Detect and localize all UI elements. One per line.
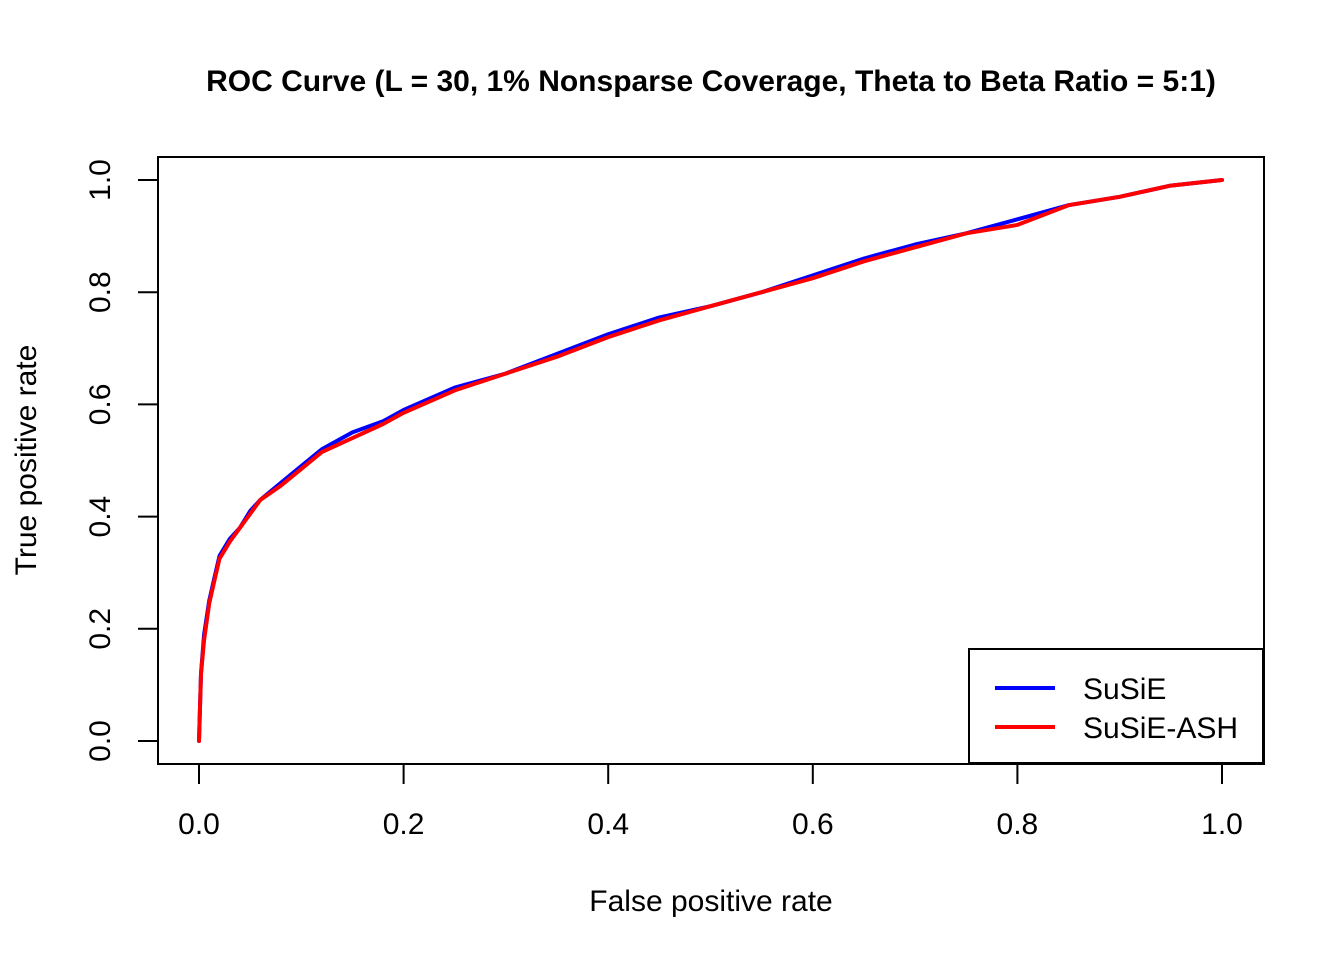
y-tick-label: 0.2 <box>84 608 117 650</box>
y-tick-label: 0.8 <box>84 271 117 313</box>
x-tick-label: 0.4 <box>587 808 629 841</box>
x-tick-label: 0.0 <box>178 808 220 841</box>
x-axis-label: False positive rate <box>589 885 832 918</box>
y-tick-label: 1.0 <box>84 159 117 201</box>
legend: SuSiE SuSiE-ASH <box>968 648 1264 764</box>
x-tick-label: 0.8 <box>997 808 1039 841</box>
series-lines <box>197 178 1224 743</box>
legend-label-susie-ash: SuSiE-ASH <box>1083 712 1238 745</box>
y-tick-label: 0.6 <box>84 384 117 426</box>
chart-title: ROC Curve (L = 30, 1% Nonsparse Coverage… <box>206 65 1216 98</box>
legend-label-susie: SuSiE <box>1083 673 1166 706</box>
series-line-susie-ash <box>197 178 1224 743</box>
x-tick-label: 0.2 <box>383 808 425 841</box>
legend-box <box>968 648 1264 764</box>
y-tick-label: 0.4 <box>84 496 117 538</box>
plot-frame <box>157 156 1265 765</box>
y-axis-label: True positive rate <box>10 345 43 576</box>
y-tick-label: 0.0 <box>84 720 117 762</box>
series-line-susie <box>197 178 1224 743</box>
x-tick-label: 0.6 <box>792 808 834 841</box>
y-axis: 0.0 0.2 0.4 0.6 0.8 1.0 <box>84 159 158 762</box>
x-tick-label: 1.0 <box>1201 808 1243 841</box>
x-axis: 0.0 0.2 0.4 0.6 0.8 1.0 <box>178 764 1243 841</box>
